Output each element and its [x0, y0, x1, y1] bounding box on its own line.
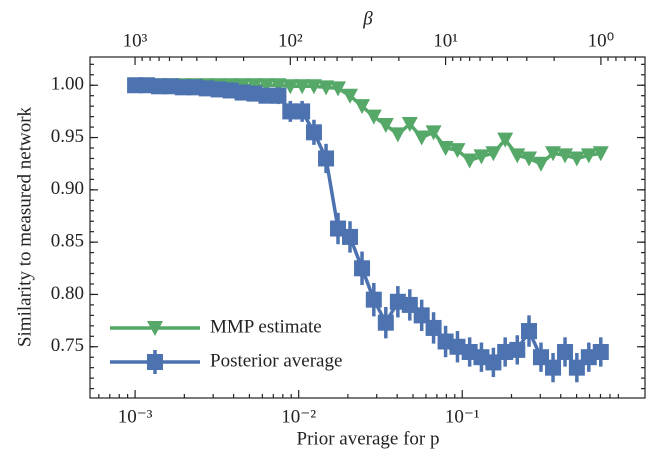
- marker: [449, 143, 466, 159]
- marker: [509, 148, 526, 164]
- marker: [497, 132, 514, 148]
- x-tick-label: 10⁻¹: [445, 406, 480, 427]
- y-tick-label: 0.80: [51, 283, 84, 304]
- marker: [147, 354, 163, 370]
- marker: [509, 341, 526, 358]
- marker: [557, 148, 574, 164]
- marker: [580, 148, 597, 164]
- marker: [521, 151, 538, 167]
- marker: [425, 319, 442, 336]
- marker: [318, 80, 335, 96]
- marker: [365, 291, 382, 308]
- marker: [377, 314, 394, 331]
- marker: [545, 146, 562, 162]
- marker: [449, 338, 466, 355]
- marker: [532, 156, 549, 172]
- marker: [497, 343, 514, 360]
- marker: [532, 349, 549, 366]
- x-tick-label: 10⁻²: [281, 406, 316, 427]
- marker: [342, 88, 359, 104]
- marker: [592, 146, 609, 162]
- marker: [147, 321, 163, 336]
- marker: [365, 109, 382, 125]
- marker: [545, 359, 562, 376]
- marker: [282, 79, 299, 95]
- marker: [473, 149, 490, 165]
- y-tick-label: 0.85: [51, 231, 84, 252]
- top-tick-label: 10¹: [433, 30, 458, 51]
- top-tick-label: 10²: [278, 30, 303, 51]
- marker: [389, 127, 406, 143]
- marker: [305, 79, 322, 95]
- marker: [210, 81, 227, 98]
- marker: [592, 343, 609, 360]
- marker: [557, 343, 574, 360]
- marker: [270, 78, 287, 94]
- marker: [521, 323, 538, 340]
- y-tick-label: 0.75: [51, 335, 84, 356]
- marker: [270, 87, 287, 104]
- marker: [413, 130, 430, 146]
- legend-label: Posterior average: [210, 350, 342, 371]
- legend-label: MMP estimate: [210, 316, 322, 337]
- marker: [354, 99, 371, 115]
- top-tick-label: 10³: [123, 30, 148, 51]
- x-axis-label: Prior average for p: [297, 428, 440, 449]
- marker: [354, 260, 371, 277]
- top-axis-label: β: [362, 8, 373, 29]
- marker: [138, 77, 155, 94]
- marker: [258, 78, 275, 94]
- marker: [258, 87, 275, 104]
- marker: [151, 78, 168, 95]
- marker: [568, 151, 585, 167]
- marker: [461, 153, 478, 169]
- plot-frame: [89, 56, 646, 399]
- marker: [401, 116, 418, 132]
- y-tick-label: 1.00: [51, 74, 84, 95]
- x-tick-label: 10⁻³: [118, 406, 153, 427]
- marker: [413, 307, 430, 324]
- y-axis-label: Similarity to measured network: [14, 106, 35, 347]
- marker: [330, 81, 347, 97]
- marker: [377, 117, 394, 133]
- marker: [294, 103, 311, 120]
- marker: [425, 125, 442, 141]
- y-tick-label: 0.90: [51, 178, 84, 199]
- marker: [485, 146, 502, 162]
- y-tick-label: 0.95: [51, 126, 84, 147]
- marker: [437, 141, 454, 157]
- marker: [294, 79, 311, 95]
- marker: [305, 124, 322, 141]
- marker: [318, 150, 335, 167]
- marker: [342, 228, 359, 245]
- top-tick-label: 10⁰: [588, 30, 615, 51]
